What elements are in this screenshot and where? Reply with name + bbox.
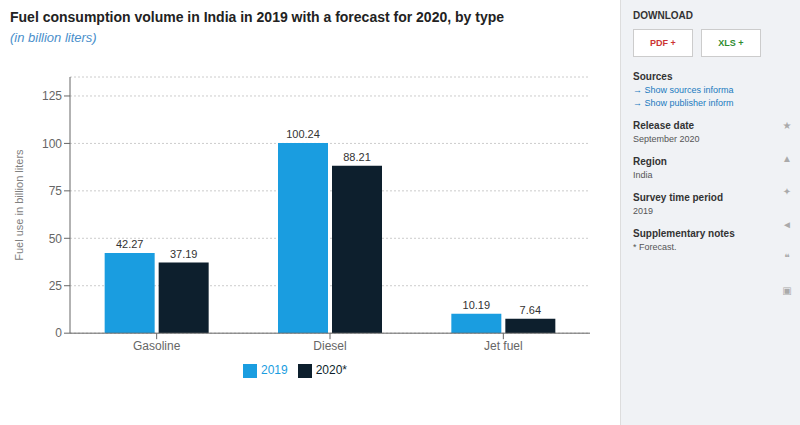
svg-text:25: 25 — [49, 279, 63, 293]
html-text:→ Show publisher inform: → Show publisher inform — [633, 98, 734, 108]
svg-text:Jet fuel: Jet fuel — [484, 339, 523, 353]
html-text:Supplementary notes: Supplementary notes — [633, 228, 735, 239]
svg-text:37.19: 37.19 — [170, 248, 198, 260]
html-text:XLS +: XLS + — [718, 38, 744, 48]
svg-text:7.64: 7.64 — [520, 304, 541, 316]
svg-text:Diesel: Diesel — [313, 339, 346, 353]
svg-text:42.27: 42.27 — [116, 238, 144, 250]
html-text:2019: 2019 — [261, 363, 288, 378]
svg-text:75: 75 — [49, 184, 63, 198]
html-text:(in billion liters): (in billion liters) — [10, 30, 97, 45]
html-text:* Forecast.: * Forecast. — [633, 242, 677, 252]
html-text:Sources: Sources — [633, 71, 673, 82]
svg-text:100: 100 — [42, 137, 62, 151]
html-text:2020*: 2020* — [315, 363, 347, 378]
html-text:India: India — [633, 170, 653, 180]
svg-text:Gasoline: Gasoline — [133, 339, 181, 353]
html-text:DOWNLOAD: DOWNLOAD — [633, 10, 693, 21]
svg-text:100.24: 100.24 — [286, 128, 320, 140]
html-text:PDF +: PDF + — [650, 38, 676, 48]
html-text:September 2020: September 2020 — [633, 134, 700, 144]
html-text:→ Show sources informa: → Show sources informa — [633, 85, 734, 95]
svg-text:Fuel use in billion liters: Fuel use in billion liters — [13, 149, 25, 261]
svg-text:50: 50 — [49, 232, 63, 246]
html-text:Release date: Release date — [633, 120, 695, 131]
html-text:2019: 2019 — [633, 206, 653, 216]
svg-text:88.21: 88.21 — [343, 151, 371, 163]
html-text:Survey time period: Survey time period — [633, 192, 723, 203]
svg-text:10.19: 10.19 — [463, 299, 491, 311]
svg-text:125: 125 — [42, 89, 62, 103]
html-text:Region: Region — [633, 156, 667, 167]
html-text:Fuel consumption volume in Ind: Fuel consumption volume in India in 2019… — [10, 9, 504, 25]
svg-text:0: 0 — [55, 326, 62, 340]
